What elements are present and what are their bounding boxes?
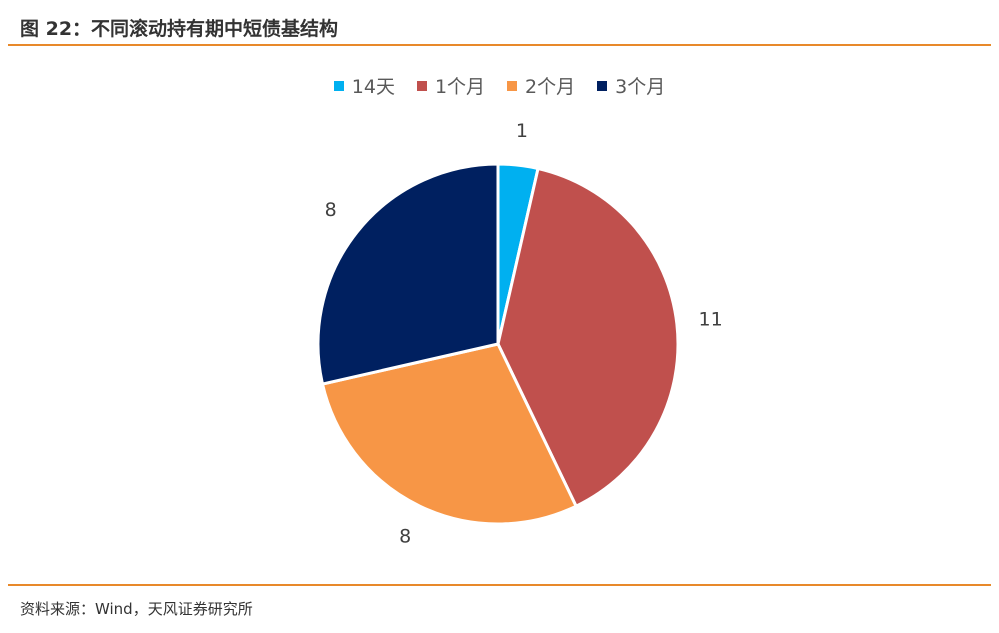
legend-item: 1个月 [416,72,486,99]
legend-label: 1个月 [434,76,486,98]
legend-swatch [507,80,518,91]
data-label-2: 8 [399,525,411,547]
legend-swatch [333,80,344,91]
data-label-0: 1 [516,120,528,142]
top-divider [8,44,991,46]
source-note: 资料来源：Wind，天风证券研究所 [20,600,253,618]
legend-swatch [416,80,427,91]
pie-slice-2 [320,342,579,526]
chart-legend: 14天 1个月 2个月 3个月 [0,72,999,99]
legend-label: 3个月 [615,76,666,98]
data-label-1: 11 [699,309,723,331]
data-label-3: 8 [325,199,337,221]
legend-label: 2个月 [525,76,576,98]
pie-slice-3 [316,162,500,386]
bottom-divider [8,584,991,586]
legend-label: 14天 [351,76,395,98]
legend-item: 14天 [333,72,395,99]
legend-item: 3个月 [597,72,665,99]
legend-item: 2个月 [507,72,575,99]
pie-slice-1 [496,166,680,509]
figure-title: 图 22：不同滚动持有期中短债基结构 [20,18,339,40]
legend-swatch [597,80,608,91]
